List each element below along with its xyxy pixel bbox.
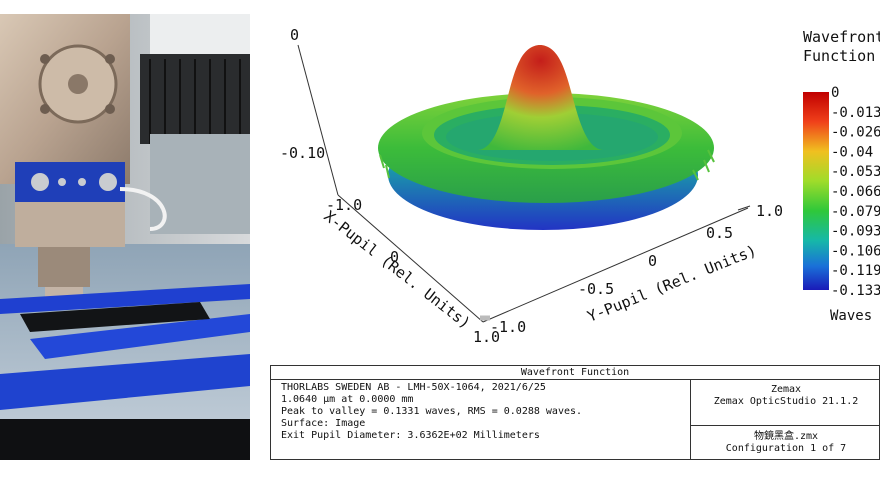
legend-title-line2: Function bbox=[803, 47, 875, 65]
info-line-1: THORLABS SWEDEN AB - LMH-50X-1064, 2021/… bbox=[281, 382, 546, 393]
info-line-5: Exit Pupil Diameter: 3.6362E+02 Millimet… bbox=[281, 430, 540, 441]
info-panel: Wavefront Function THORLABS SWEDEN AB - … bbox=[270, 365, 880, 460]
legend-label: -0.066 bbox=[831, 184, 880, 200]
color-legend-bar bbox=[803, 92, 829, 290]
info-file: 物鏡黑盒.zmx bbox=[753, 431, 819, 442]
x-tick-2: 1.0 bbox=[473, 328, 500, 346]
legend-labels: 0 -0.013 -0.026 -0.04 -0.053 -0.066 -0.079 -0.0… bbox=[831, 85, 880, 299]
legend-label: -0.106 bbox=[831, 243, 880, 259]
y-tick-4: 1.0 bbox=[756, 202, 783, 220]
info-file-box: 物鏡黑盒.zmx Configuration 1 of 7 bbox=[691, 427, 880, 460]
info-vendor-box: Zemax Zemax OpticStudio 21.1.2 bbox=[691, 380, 880, 426]
legend-title-line1: Wavefront bbox=[803, 28, 880, 46]
info-details: THORLABS SWEDEN AB - LMH-50X-1064, 2021/… bbox=[271, 380, 691, 460]
x-axis-label: X-Pupil (Rel. Units) bbox=[321, 207, 474, 332]
legend-label: -0.093 bbox=[831, 224, 880, 240]
info-config: Configuration 1 of 7 bbox=[725, 443, 847, 454]
plot-axes bbox=[297, 44, 751, 323]
legend-label: -0.013 bbox=[831, 105, 880, 121]
legend-label: -0.026 bbox=[831, 125, 880, 141]
info-product: Zemax OpticStudio 21.1.2 bbox=[713, 396, 859, 407]
y-tick-3: 0.5 bbox=[706, 224, 733, 242]
info-line-4: Surface: Image bbox=[281, 418, 366, 429]
y-tick-0: -1.0 bbox=[490, 318, 526, 336]
y-tick-2: 0 bbox=[648, 252, 657, 270]
legend-label: -0.079 bbox=[831, 204, 880, 220]
legend-label: -0.119 bbox=[831, 263, 880, 279]
info-line-3: Peak to valley = 0.1331 waves, RMS = 0.0… bbox=[281, 406, 583, 417]
x-tick-1: 0 bbox=[390, 248, 399, 266]
wavefront-plot: 0 -0.10 -1.0 0 1.0 X-Pupil (Rel. Units) … bbox=[268, 0, 880, 362]
laser-setup-photo bbox=[0, 14, 250, 460]
legend-unit: Waves bbox=[830, 308, 872, 324]
info-panel-title: Wavefront Function bbox=[271, 366, 879, 380]
y-tick-1: -0.5 bbox=[578, 280, 614, 298]
legend-label: -0.133 bbox=[831, 283, 880, 299]
info-line-2: 1.0640 µm at 0.0000 mm bbox=[281, 394, 414, 405]
legend-label: -0.053 bbox=[831, 164, 880, 180]
x-tick-0: -1.0 bbox=[326, 196, 362, 214]
info-vendor: Zemax bbox=[770, 384, 802, 395]
legend-label: -0.04 bbox=[831, 144, 873, 160]
z-tick-1: -0.10 bbox=[280, 144, 325, 162]
legend-label: 0 bbox=[831, 85, 839, 101]
z-tick-0: 0 bbox=[290, 26, 299, 44]
wavefront-peak bbox=[478, 45, 603, 150]
